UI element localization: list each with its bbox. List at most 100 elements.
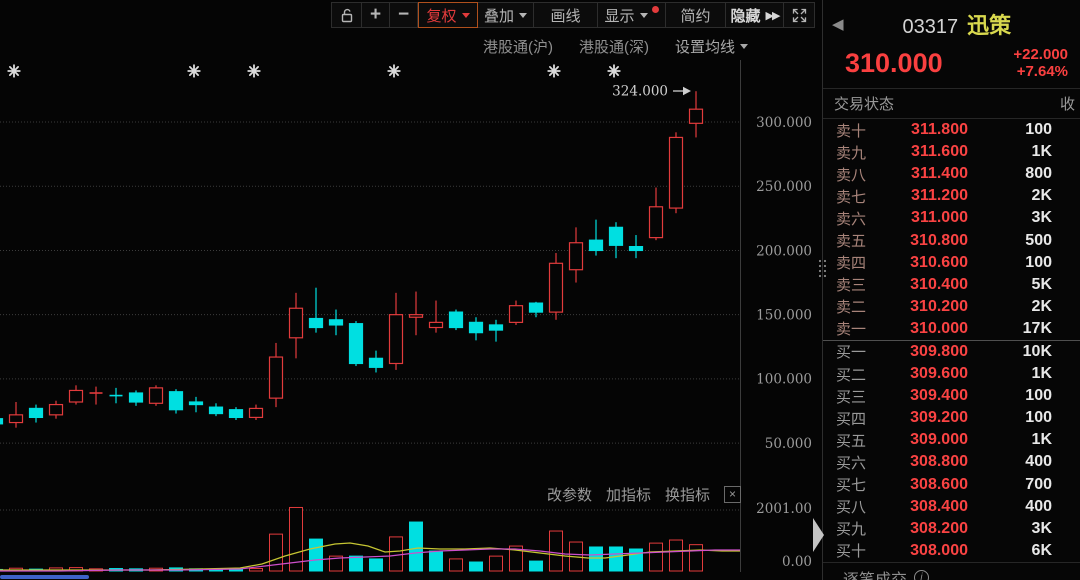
order-level-label: 卖九 (836, 144, 867, 162)
zoom-out-button[interactable]: − (390, 2, 418, 28)
buy-orders-list: 买一 309.800 10K 买二 309.600 1K 买三 309.400 100 买四 309… (823, 341, 1080, 562)
svg-text:2001.00: 2001.00 (756, 501, 812, 517)
order-quantity: 2K (1031, 297, 1052, 315)
svg-text:150.000: 150.000 (756, 307, 812, 323)
order-level-label: 买八 (836, 499, 867, 517)
tick-trades-footer[interactable]: 逐笔成交 i (823, 561, 1080, 580)
order-price: 310.200 (910, 297, 968, 315)
order-row[interactable]: 买一 309.800 10K (823, 341, 1080, 363)
order-quantity: 100 (1025, 409, 1052, 427)
order-row[interactable]: 卖七 311.200 2K (823, 185, 1080, 207)
order-row[interactable]: 买十 308.000 6K (823, 540, 1080, 562)
order-row[interactable]: 买八 308.400 400 (823, 496, 1080, 518)
order-level-label: 买二 (836, 366, 867, 384)
order-row[interactable]: 卖五 310.800 500 (823, 229, 1080, 251)
caret-down-icon (639, 12, 648, 18)
price-adjust-button[interactable]: 复权 (418, 2, 478, 28)
order-price: 308.800 (910, 453, 968, 471)
order-price: 308.400 (910, 497, 968, 515)
draw-line-label: 画线 (550, 7, 581, 25)
svg-text:250.000: 250.000 (756, 179, 812, 195)
order-quantity: 1K (1031, 431, 1052, 449)
add-indicator-button[interactable]: 加指标 (605, 487, 651, 504)
panel-collapse-arrow[interactable] (813, 518, 824, 552)
order-quantity: 400 (1025, 453, 1052, 471)
order-row[interactable]: 买六 308.800 400 (823, 451, 1080, 473)
chart-region: + − 复权 叠加 画线 显示 简约 隐藏 ▶▶ (0, 2, 822, 579)
order-quantity: 700 (1025, 475, 1052, 493)
order-quantity: 5K (1031, 275, 1052, 293)
order-row[interactable]: 卖四 310.600 100 (823, 252, 1080, 274)
orderbook-divider (823, 339, 1080, 341)
overlay-button[interactable]: 叠加 (478, 2, 534, 28)
hide-toolbar-button[interactable]: 隐藏 ▶▶ (726, 2, 784, 28)
order-row[interactable]: 买七 308.600 700 (823, 474, 1080, 496)
price-row: 310.000 +22.000 +7.64% (823, 38, 1080, 85)
order-level-label: 卖四 (836, 255, 867, 273)
order-quantity: 1K (1031, 365, 1052, 383)
caret-down-icon (461, 12, 470, 18)
candlestick-chart-canvas[interactable]: 324.000 300.000 250.000 200.000 150.000 100.0… (0, 60, 822, 573)
order-quantity: 3K (1031, 519, 1052, 537)
trading-status-label: 交易状态 (834, 96, 895, 113)
order-row[interactable]: 卖十 311.800 100 (823, 119, 1080, 141)
order-quantity: 500 (1025, 231, 1052, 249)
indicator-toolbar: 改参数 加指标 换指标 × (0, 484, 741, 505)
order-level-label: 买七 (836, 477, 867, 495)
draw-line-button[interactable]: 画线 (534, 2, 598, 28)
tick-trades-label: 逐笔成交 (843, 566, 907, 580)
lock-button[interactable] (331, 2, 362, 28)
order-quantity: 100 (1025, 387, 1052, 405)
trading-status-value: 收 (1059, 96, 1075, 113)
order-row[interactable]: 买三 309.400 100 (823, 385, 1080, 407)
hk-connect-sh-label[interactable]: 港股通(沪) (482, 39, 553, 56)
order-quantity: 17K (1022, 319, 1052, 337)
panel-resize-grip[interactable] (816, 258, 829, 282)
order-level-label: 买五 (836, 432, 867, 450)
double-arrow-right-icon: ▶▶ (765, 9, 781, 22)
switch-indicator-button[interactable]: 换指标 (664, 487, 710, 504)
order-price: 310.600 (910, 253, 968, 271)
expand-icon (792, 8, 806, 22)
chart-toolbar: + − 复权 叠加 画线 显示 简约 隐藏 ▶▶ (331, 2, 815, 28)
order-row[interactable]: 买二 309.600 1K (823, 363, 1080, 385)
order-row[interactable]: 买四 309.200 100 (823, 407, 1080, 429)
order-price: 310.400 (910, 275, 968, 293)
change-params-button[interactable]: 改参数 (546, 487, 592, 504)
order-row[interactable]: 卖八 311.400 800 (823, 163, 1080, 185)
order-row[interactable]: 卖二 310.200 2K (823, 296, 1080, 318)
horizontal-scrollbar-thumb[interactable] (0, 575, 89, 579)
order-price: 309.200 (910, 409, 968, 427)
order-row[interactable]: 卖九 311.600 1K (823, 141, 1080, 163)
order-row[interactable]: 买九 308.200 3K (823, 518, 1080, 540)
trading-status-row: 交易状态 收 (823, 88, 1080, 119)
display-button[interactable]: 显示 (598, 2, 666, 28)
order-row[interactable]: 卖一 310.000 17K (823, 318, 1080, 340)
order-quantity: 3K (1031, 209, 1052, 227)
sell-orders-list: 卖十 311.800 100 卖九 311.600 1K 卖八 311.400 800 卖七 311… (823, 119, 1080, 340)
order-row[interactable]: 卖三 310.400 5K (823, 274, 1080, 296)
price-adjust-label: 复权 (426, 7, 457, 25)
unlock-icon (341, 8, 352, 22)
simple-mode-button[interactable]: 简约 (666, 2, 726, 28)
order-level-label: 卖十 (836, 122, 867, 140)
fullscreen-button[interactable] (784, 2, 815, 28)
price-change: +22.000 (1013, 46, 1068, 63)
order-quantity: 400 (1025, 497, 1052, 515)
close-indicator-button[interactable]: × (724, 486, 741, 503)
order-quantity: 1K (1031, 143, 1052, 161)
stock-code: 03317 (902, 15, 959, 38)
zoom-in-button[interactable]: + (362, 2, 390, 28)
order-price: 308.000 (910, 541, 968, 559)
order-row[interactable]: 买五 309.000 1K (823, 429, 1080, 451)
caret-down-icon (740, 44, 748, 49)
ma-settings-button[interactable]: 设置均线 (675, 36, 748, 57)
order-quantity: 800 (1025, 165, 1052, 183)
order-price: 309.000 (910, 431, 968, 449)
order-row[interactable]: 卖六 311.000 3K (823, 207, 1080, 229)
hk-connect-sz-label[interactable]: 港股通(深) (578, 39, 649, 56)
back-arrow-icon[interactable]: ◀ (832, 15, 844, 33)
order-price: 308.200 (910, 519, 968, 537)
order-price: 310.800 (910, 231, 968, 249)
